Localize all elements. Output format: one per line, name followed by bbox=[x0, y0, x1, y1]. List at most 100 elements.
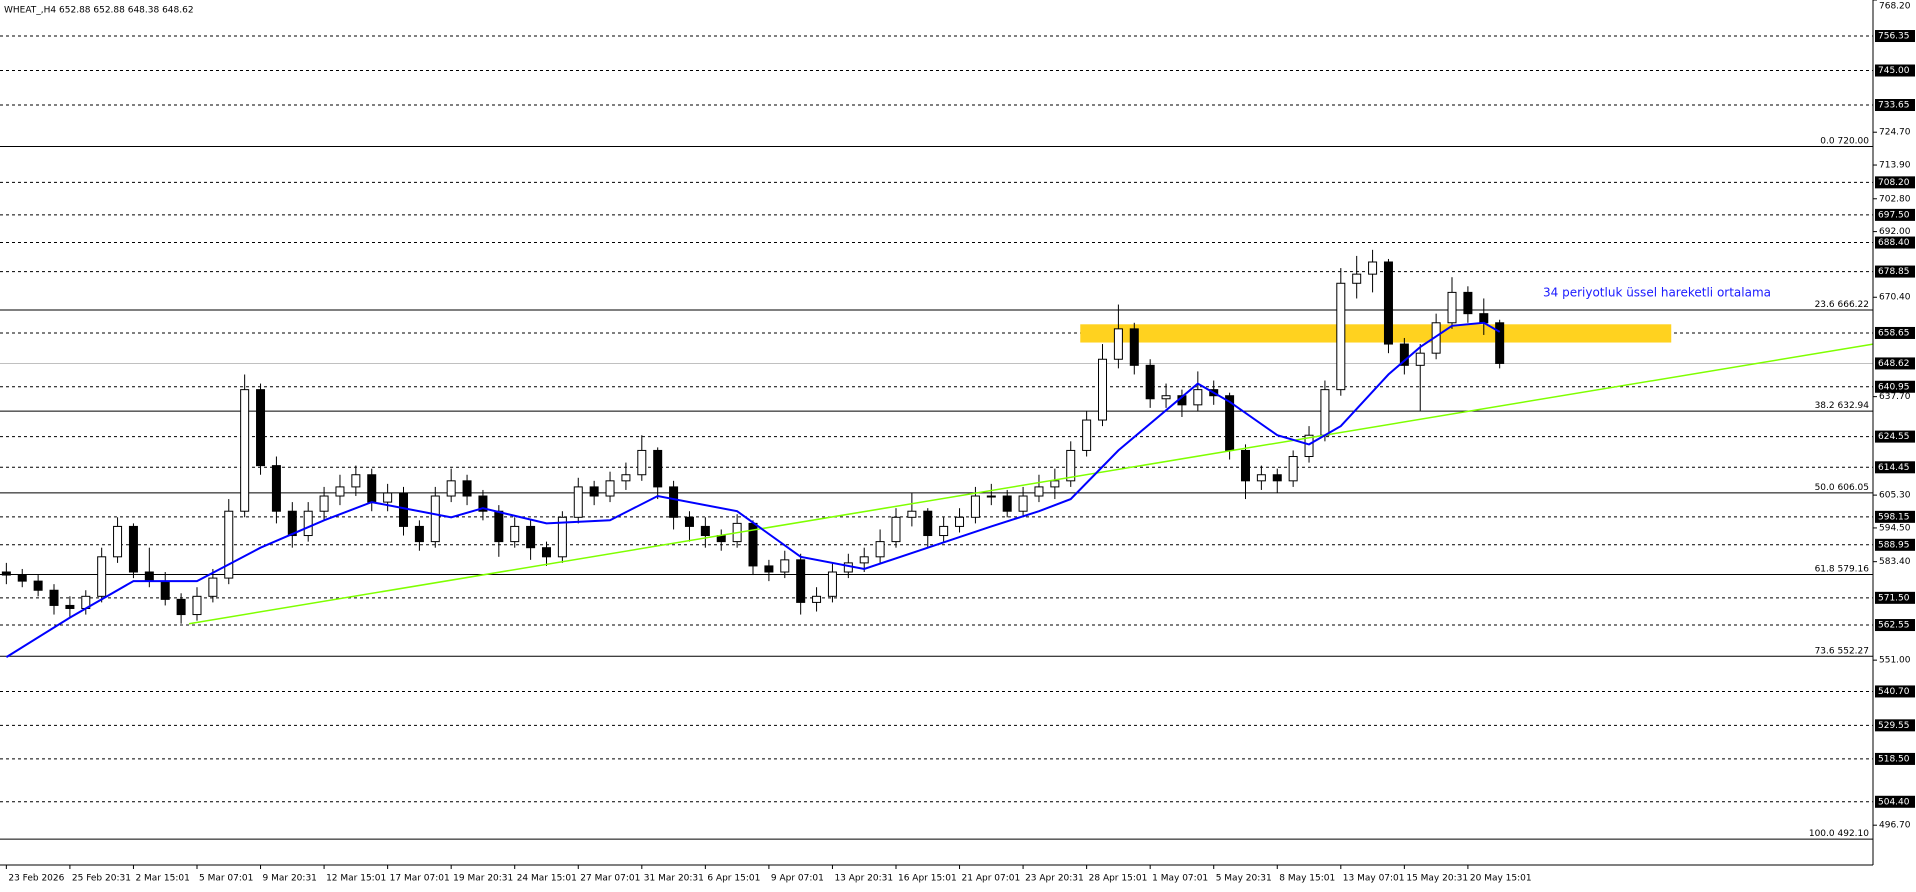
y-tick-label: 692.00 bbox=[1879, 227, 1911, 237]
fib-ratio: 73.6 bbox=[1815, 646, 1835, 656]
price-label-box bbox=[1875, 685, 1915, 698]
candle-body bbox=[160, 580, 170, 600]
candle-body bbox=[700, 525, 710, 537]
fib-ratio: 100.0 bbox=[1809, 829, 1835, 839]
annotation: 34 periyotluk üssel hareketli ortalama bbox=[1543, 286, 1771, 300]
candle-body bbox=[367, 474, 377, 503]
x-tick-label: 15 May 20:31 bbox=[1406, 874, 1468, 884]
y-tick-label: 713.90 bbox=[1879, 161, 1911, 171]
price-label-box bbox=[1875, 64, 1915, 77]
candle-body bbox=[684, 516, 694, 527]
x-tick-label: 8 May 15:01 bbox=[1279, 874, 1335, 884]
fib-label: 50.0 606.05 bbox=[1815, 482, 1869, 492]
fib-price: 606.05 bbox=[1838, 482, 1870, 492]
candle-body bbox=[891, 516, 901, 543]
candle-body bbox=[1113, 328, 1123, 360]
candle-body bbox=[827, 571, 837, 597]
price-label: 733.65 bbox=[1878, 101, 1910, 111]
candle-body bbox=[1399, 343, 1409, 366]
candle-body bbox=[1256, 474, 1266, 482]
candle-body bbox=[1463, 291, 1473, 315]
candle-body bbox=[1415, 352, 1425, 366]
candle-body bbox=[653, 449, 663, 488]
candle-body bbox=[1479, 313, 1489, 324]
price-label: 540.70 bbox=[1878, 687, 1910, 697]
price-label: 518.50 bbox=[1878, 754, 1910, 764]
candle-body bbox=[1, 571, 11, 576]
candle-body bbox=[1034, 486, 1044, 497]
fib-label: 0.0 720.00 bbox=[1820, 136, 1869, 146]
candle-body bbox=[605, 480, 615, 497]
resistance-zone bbox=[1080, 324, 1672, 343]
candle-body bbox=[176, 598, 186, 616]
x-tick-label: 9 Mar 20:31 bbox=[263, 874, 317, 884]
x-tick-label: 13 Apr 20:31 bbox=[834, 874, 893, 884]
candle-body bbox=[113, 525, 123, 558]
candle-body bbox=[1082, 419, 1092, 451]
candle-body bbox=[192, 595, 202, 616]
price-label: 688.40 bbox=[1878, 238, 1910, 248]
price-label-box bbox=[1875, 99, 1915, 112]
price-label-box bbox=[1875, 752, 1915, 765]
candle-body bbox=[526, 525, 536, 549]
price-label: 529.55 bbox=[1878, 721, 1910, 731]
candle-body bbox=[1098, 358, 1108, 421]
price-label: 678.85 bbox=[1878, 267, 1910, 277]
price-label: 658.65 bbox=[1878, 328, 1910, 338]
y-tick-label: 768.20 bbox=[1879, 2, 1911, 12]
candle-body bbox=[812, 595, 822, 603]
candle-body bbox=[573, 486, 583, 518]
candle-body bbox=[1304, 434, 1314, 458]
fib-ratio: 61.8 bbox=[1815, 564, 1835, 574]
candle-body bbox=[335, 486, 345, 497]
candle-body bbox=[764, 565, 774, 573]
fib-label: 61.8 579.16 bbox=[1815, 564, 1870, 574]
candle-body bbox=[256, 389, 266, 467]
candle-body bbox=[383, 492, 393, 503]
price-label-box bbox=[1875, 208, 1915, 221]
fib-price: 632.94 bbox=[1838, 401, 1870, 411]
price-label-box bbox=[1875, 265, 1915, 278]
candle-body bbox=[271, 465, 281, 512]
x-tick-label: 16 Apr 15:01 bbox=[898, 874, 957, 884]
x-tick-label: 9 Apr 07:01 bbox=[771, 874, 824, 884]
candle-body bbox=[1129, 328, 1139, 366]
candle-body bbox=[97, 556, 107, 597]
candle-body bbox=[1383, 261, 1393, 345]
x-tick-label: 19 Mar 20:31 bbox=[453, 874, 513, 884]
x-tick-label: 23 Apr 20:31 bbox=[1025, 874, 1084, 884]
chart-title: WHEAT_,H4 652.88 652.88 648.38 648.62 bbox=[4, 6, 194, 16]
x-tick-label: 1 May 07:01 bbox=[1152, 874, 1208, 884]
price-label-box bbox=[1875, 326, 1915, 339]
candle-body bbox=[1320, 389, 1330, 436]
candle-body bbox=[1352, 273, 1362, 284]
fib-price: 579.16 bbox=[1838, 564, 1870, 574]
candle-body bbox=[859, 556, 869, 564]
candle-body bbox=[17, 574, 27, 582]
fib-price: 720.00 bbox=[1838, 136, 1870, 146]
ema-line bbox=[5, 321, 1501, 658]
candle-body bbox=[1066, 449, 1076, 482]
x-tick-label: 27 Mar 07:01 bbox=[580, 874, 640, 884]
price-label: 614.45 bbox=[1878, 463, 1910, 473]
fib-ratio: 0.0 bbox=[1820, 136, 1835, 146]
candle-body bbox=[446, 480, 456, 497]
candle-body bbox=[319, 495, 329, 512]
y-tick-label: 496.70 bbox=[1879, 821, 1911, 831]
candle-body bbox=[1145, 364, 1155, 400]
x-tick-label: 23 Feb 2026 bbox=[8, 874, 64, 884]
y-tick-label: 670.40 bbox=[1879, 293, 1911, 303]
price-label-box bbox=[1875, 591, 1915, 604]
price-label-box bbox=[1875, 719, 1915, 732]
x-tick-label: 24 Mar 15:01 bbox=[517, 874, 577, 884]
y-tick-label: 702.80 bbox=[1879, 194, 1911, 204]
candle-body bbox=[986, 495, 996, 498]
candle-body bbox=[939, 525, 949, 537]
x-tick-label: 28 Apr 15:01 bbox=[1089, 874, 1148, 884]
price-label: 648.62 bbox=[1878, 359, 1910, 369]
candle-body bbox=[1288, 456, 1298, 482]
candle-body bbox=[907, 510, 917, 518]
candle-body bbox=[589, 486, 599, 497]
candle-body bbox=[208, 577, 218, 597]
